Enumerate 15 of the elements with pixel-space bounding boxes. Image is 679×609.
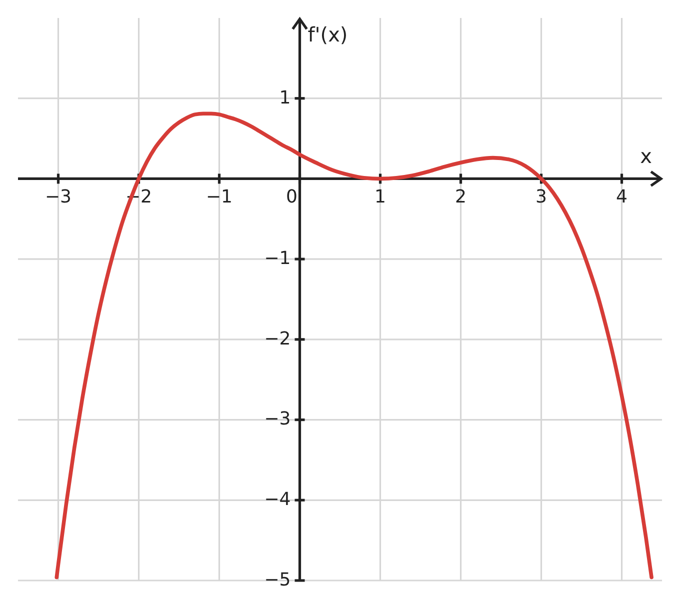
y-axis-title: f'(x) (308, 22, 348, 46)
x-tick-label: −1 (206, 186, 233, 208)
x-tick-label: 2 (455, 186, 466, 208)
y-tick-label: −2 (264, 328, 291, 350)
x-axis-title: x (640, 144, 652, 168)
x-tick-label: 1 (374, 186, 386, 208)
y-tick-label: −5 (264, 569, 291, 590)
y-tick-label: −3 (264, 408, 291, 430)
x-tick-label: −3 (44, 186, 72, 208)
x-tick-label: 0 (286, 186, 298, 208)
y-tick-label: −1 (264, 248, 291, 269)
x-tick-label: 3 (536, 186, 547, 208)
x-tick-label: 4 (616, 186, 628, 208)
y-tick-label: 1 (279, 87, 291, 108)
y-tick-label: −4 (264, 489, 291, 510)
